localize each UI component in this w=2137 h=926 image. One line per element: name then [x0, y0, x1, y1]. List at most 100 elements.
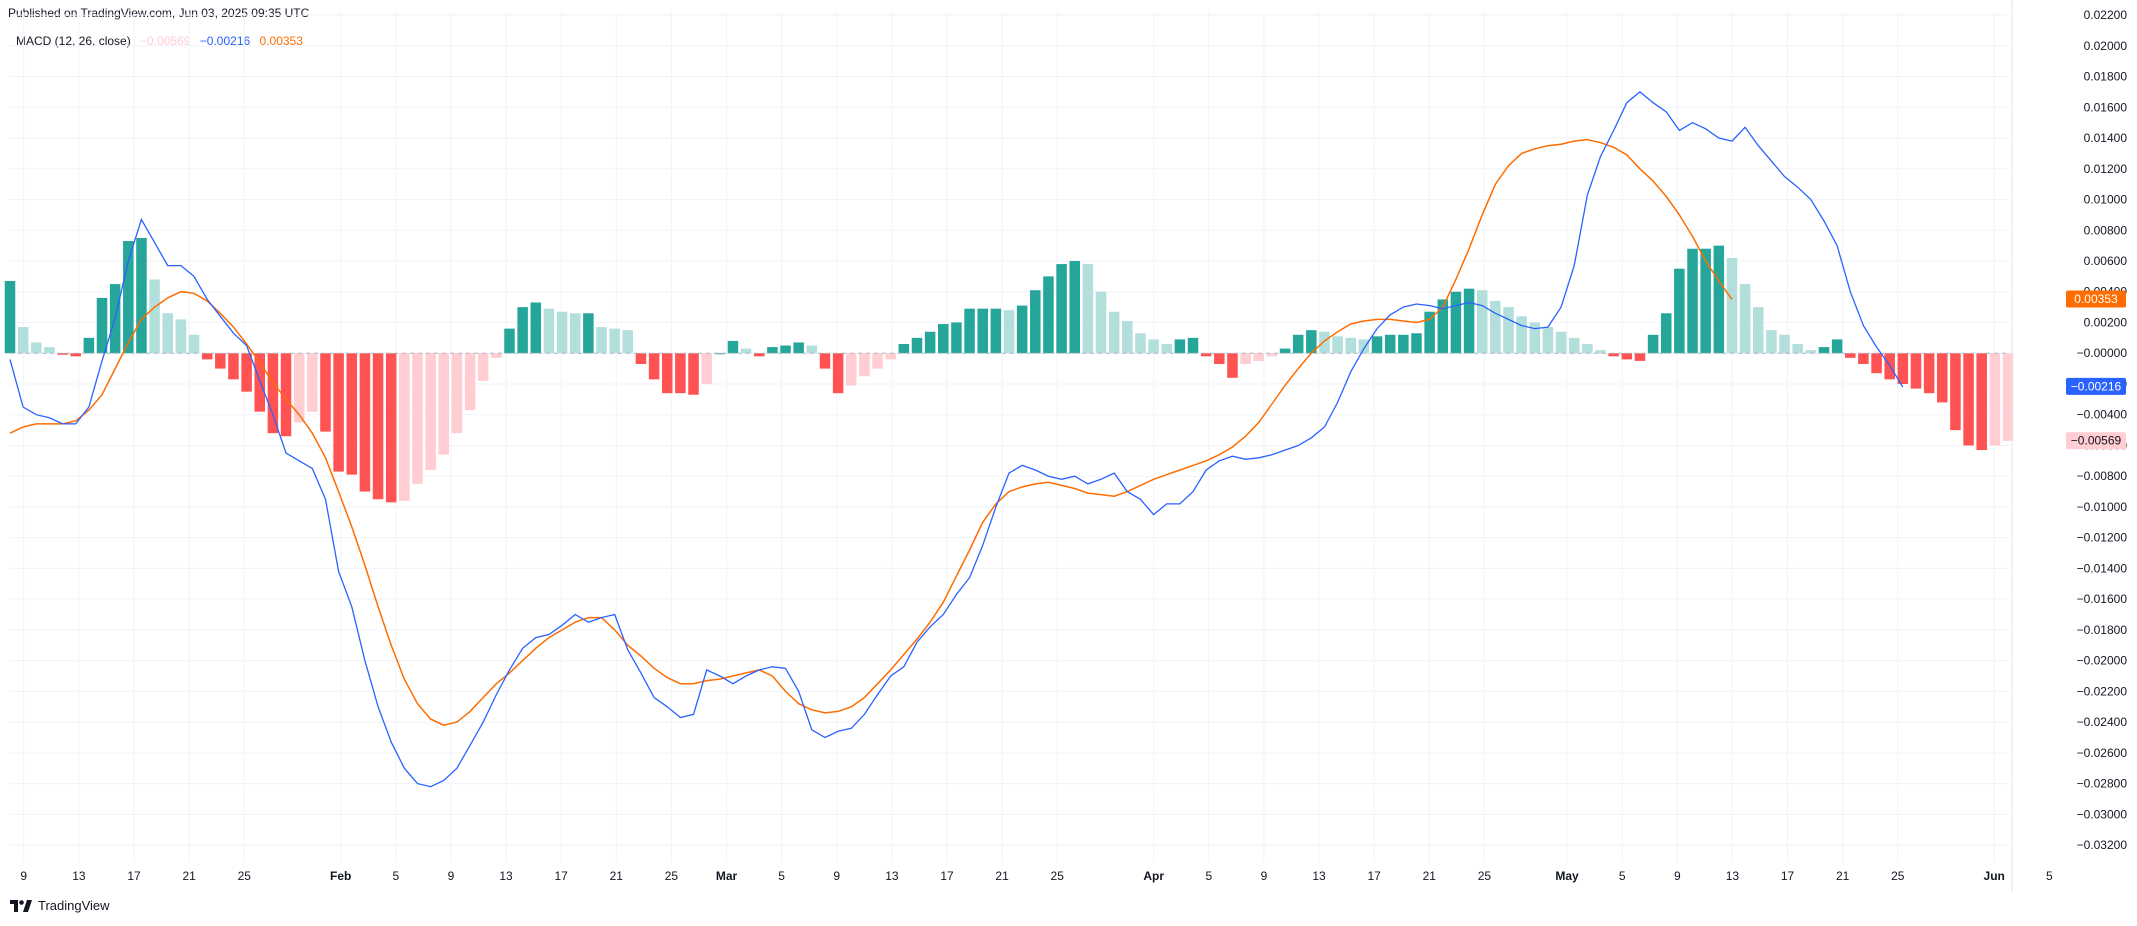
last-value-badge-macd [2066, 377, 2126, 395]
x-tick-label: 17 [554, 869, 568, 883]
y-tick-label: 0.01600 [2084, 100, 2128, 114]
histogram-bar [477, 353, 489, 381]
histogram-bar [1450, 291, 1462, 354]
histogram-bar [1910, 353, 1922, 389]
histogram-bar [1766, 330, 1777, 354]
y-tick-label: 0.00800 [2084, 223, 2128, 237]
histogram-bar [1043, 276, 1054, 354]
histogram-bar [951, 322, 962, 354]
histogram-bar [1568, 337, 1580, 354]
histogram-bar [1148, 339, 1159, 354]
tradingview-footer[interactable]: TradingView [10, 898, 110, 913]
y-tick-label: −0.00400 [2077, 408, 2128, 422]
x-tick-label: 9 [1674, 869, 1681, 883]
histogram-bar [399, 353, 410, 501]
histogram-bar [1411, 333, 1422, 354]
histogram-bar [215, 353, 226, 369]
histogram-bar [793, 342, 804, 354]
indicator-legend: MACD (12, 26, close) −0.00569 −0.00216 0… [16, 34, 309, 48]
last-value-badges: 0.00353 −0.00216 −0.00569 [2066, 290, 2126, 450]
histogram-bar [727, 340, 739, 354]
y-tick-label: 0.01200 [2084, 162, 2128, 176]
x-tick-label: 5 [392, 869, 399, 883]
histogram-bar [1582, 344, 1593, 354]
histogram-bar [188, 334, 200, 354]
histogram-bar [938, 324, 949, 354]
histogram-bar [1923, 353, 1935, 394]
histogram-bar [1371, 336, 1383, 354]
histogram-bar [1963, 353, 1974, 446]
x-tick-label: 17 [1367, 869, 1381, 883]
x-tick-label: 25 [1891, 869, 1905, 883]
histogram-bar [1306, 330, 1317, 354]
histogram-bar [1976, 353, 1987, 451]
histogram-bar [846, 353, 857, 386]
histogram-bar [17, 327, 29, 354]
histogram-bar [1831, 339, 1843, 354]
histogram-bar [162, 313, 173, 354]
x-tick-label: 17 [940, 869, 954, 883]
histogram-bar [307, 353, 318, 412]
x-tick-label: Feb [330, 869, 351, 883]
histogram-bar [1595, 350, 1606, 354]
histogram-bar [1398, 334, 1409, 354]
tradingview-brand: TradingView [38, 898, 110, 913]
histogram-bar [1608, 353, 1619, 357]
y-tick-label: −0.00000 [2077, 346, 2128, 360]
histogram-bar [688, 353, 699, 395]
histogram-bar [70, 353, 81, 357]
histogram-bar [990, 308, 1002, 354]
histogram-bar [1161, 344, 1172, 354]
histogram-bar [1319, 331, 1330, 354]
histogram-bar [1384, 334, 1396, 354]
y-tick-label: −0.03000 [2077, 807, 2128, 821]
histogram-bar [1266, 353, 1278, 357]
histogram-bar [491, 353, 502, 358]
x-tick-label: 17 [127, 869, 141, 883]
histogram-bar [583, 313, 594, 354]
histogram-bar [333, 353, 344, 472]
y-tick-label: −0.02600 [2077, 746, 2128, 760]
histogram-bar [753, 353, 765, 357]
x-tick-label: 17 [1781, 869, 1795, 883]
histogram-bar [385, 353, 397, 503]
histogram-bar [1792, 344, 1803, 354]
y-tick-label: −0.02800 [2077, 777, 2128, 791]
y-tick-label: −0.03200 [2077, 838, 2128, 852]
x-tick-label: 25 [1478, 869, 1492, 883]
histogram-bar [1227, 353, 1238, 378]
indicator-title[interactable]: MACD (12, 26, close) [16, 34, 131, 48]
histogram-bar [228, 353, 239, 380]
histogram-bar [1358, 339, 1370, 354]
tradingview-logo-icon [10, 899, 32, 912]
histogram-bar [806, 345, 818, 354]
last-value-badge-signal [2066, 290, 2126, 308]
histogram-bar [1332, 336, 1343, 354]
histogram-bar [1135, 333, 1146, 354]
histogram-bar [1516, 316, 1527, 354]
x-tick-label: 21 [610, 869, 624, 883]
histogram-bar [767, 347, 778, 354]
histogram-bar [1871, 353, 1882, 374]
histogram-bar [320, 353, 331, 432]
x-tick-label: 25 [1051, 869, 1065, 883]
histogram-bar [740, 348, 752, 354]
histogram-bar [675, 353, 686, 394]
histogram-bar [1674, 268, 1685, 354]
histogram-bar [1345, 337, 1357, 354]
histogram-bar [1779, 334, 1790, 354]
histogram-bar [123, 241, 134, 354]
histogram-bar [1634, 353, 1646, 361]
histogram-bar [596, 327, 607, 354]
histogram-bar [1845, 353, 1856, 358]
x-tick-label: 25 [238, 869, 252, 883]
histogram-bar [556, 311, 568, 354]
y-tick-label: −0.01400 [2077, 561, 2128, 575]
histogram-bar [714, 353, 726, 355]
histogram-bar [859, 353, 870, 377]
y-tick-label: 0.01800 [2084, 70, 2128, 84]
x-tick-label: 9 [448, 869, 455, 883]
histogram-bar [1858, 353, 1869, 364]
histogram-bar [1726, 257, 1738, 354]
